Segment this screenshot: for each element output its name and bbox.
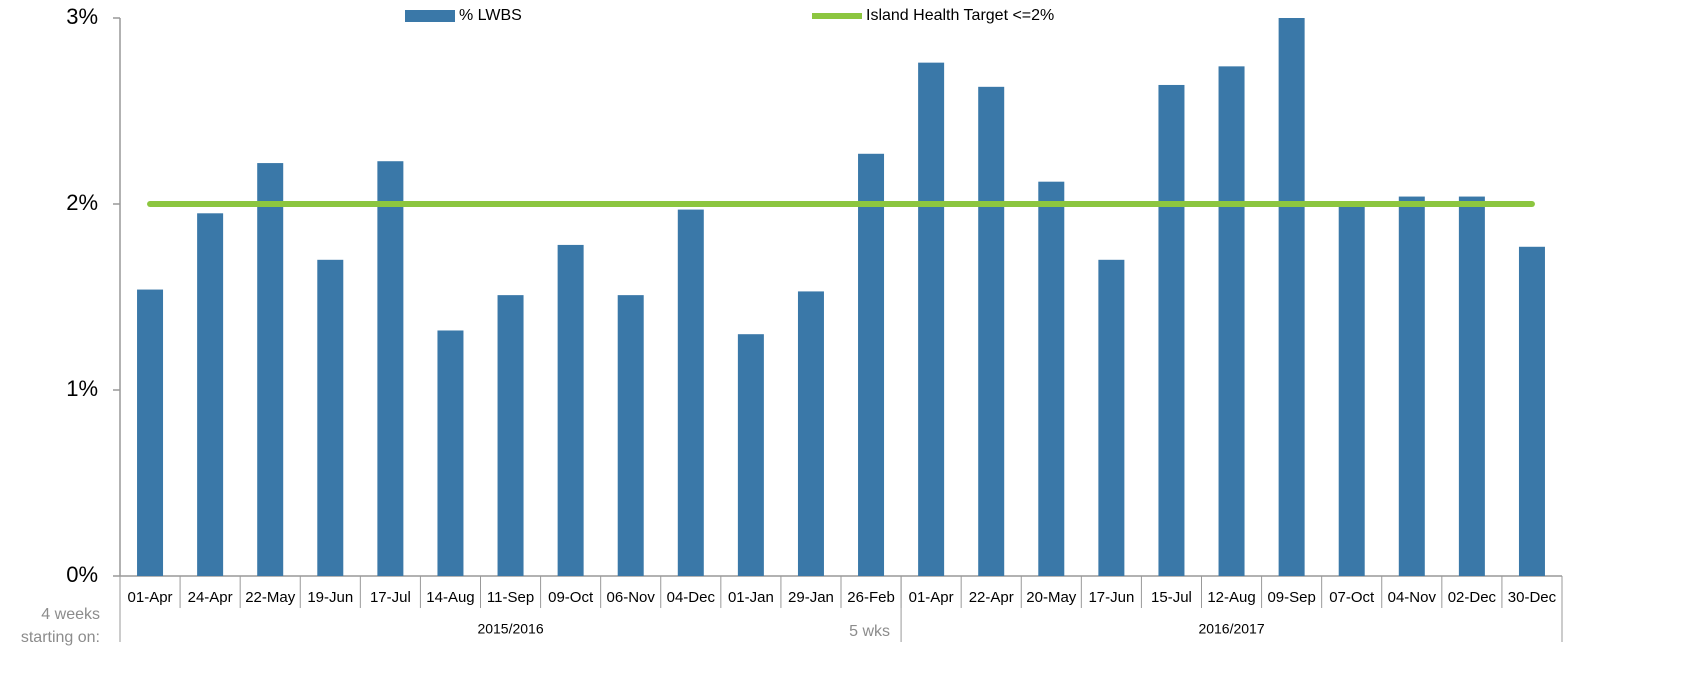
bar [317, 259, 344, 576]
annotation: 5 wks [849, 623, 890, 640]
x-tick-label: 12-Aug [1207, 589, 1255, 606]
bar [617, 295, 644, 576]
bar [1098, 259, 1125, 576]
bar [797, 291, 824, 576]
bar [257, 163, 284, 576]
x-tick-label: 17-Jul [370, 589, 411, 606]
x-tick-label: 17-Jun [1088, 589, 1134, 606]
bar [737, 334, 764, 576]
x-tick-label: 02-Dec [1448, 589, 1497, 606]
x-tick-label: 06-Nov [607, 589, 656, 606]
y-tick-label: 3% [66, 4, 98, 29]
legend-label: Island Health Target <=2% [866, 7, 1054, 24]
x-tick-label: 09-Sep [1267, 589, 1315, 606]
bar [1158, 84, 1185, 577]
bar [1518, 246, 1545, 576]
x-tick-label: 01-Apr [128, 589, 173, 606]
legend-swatch [405, 10, 455, 22]
x-tick-label: 30-Dec [1508, 589, 1557, 606]
x-tick-label: 09-Oct [548, 589, 594, 606]
group-label: 2016/2017 [1198, 621, 1264, 637]
x-note: 4 weeks [41, 606, 100, 623]
bar [918, 62, 945, 576]
x-tick-label: 20-May [1026, 589, 1077, 606]
x-tick-label: 14-Aug [426, 589, 474, 606]
x-note: starting on: [21, 629, 100, 646]
bar [1038, 181, 1065, 576]
x-tick-label: 01-Apr [909, 589, 954, 606]
bar [1218, 66, 1245, 577]
bar [437, 330, 464, 576]
x-tick-label: 29-Jan [788, 589, 834, 606]
bar [1458, 196, 1485, 576]
y-tick-label: 0% [66, 562, 98, 587]
bar [197, 213, 224, 577]
x-tick-label: 24-Apr [188, 589, 233, 606]
y-tick-label: 1% [66, 376, 98, 401]
bar [1278, 18, 1305, 576]
x-tick-label: 11-Sep [487, 589, 534, 606]
x-tick-label: 22-Apr [969, 589, 1014, 606]
y-tick-label: 2% [66, 190, 98, 215]
bar [137, 289, 164, 576]
x-tick-label: 01-Jan [728, 589, 774, 606]
bar [497, 295, 524, 576]
x-tick-label: 19-Jun [307, 589, 353, 606]
group-label: 2015/2016 [477, 621, 543, 637]
bar [557, 244, 584, 577]
x-tick-label: 26-Feb [847, 589, 895, 606]
x-tick-label: 07-Oct [1329, 589, 1375, 606]
x-tick-label: 04-Dec [667, 589, 716, 606]
bar [377, 161, 404, 576]
x-tick-label: 22-May [245, 589, 296, 606]
x-tick-label: 04-Nov [1388, 589, 1437, 606]
bar [1398, 196, 1425, 576]
legend-label: % LWBS [459, 7, 522, 24]
bar [978, 86, 1005, 576]
bar [1338, 205, 1365, 577]
bar [858, 153, 885, 576]
x-tick-label: 15-Jul [1151, 589, 1192, 606]
bar [677, 209, 704, 576]
